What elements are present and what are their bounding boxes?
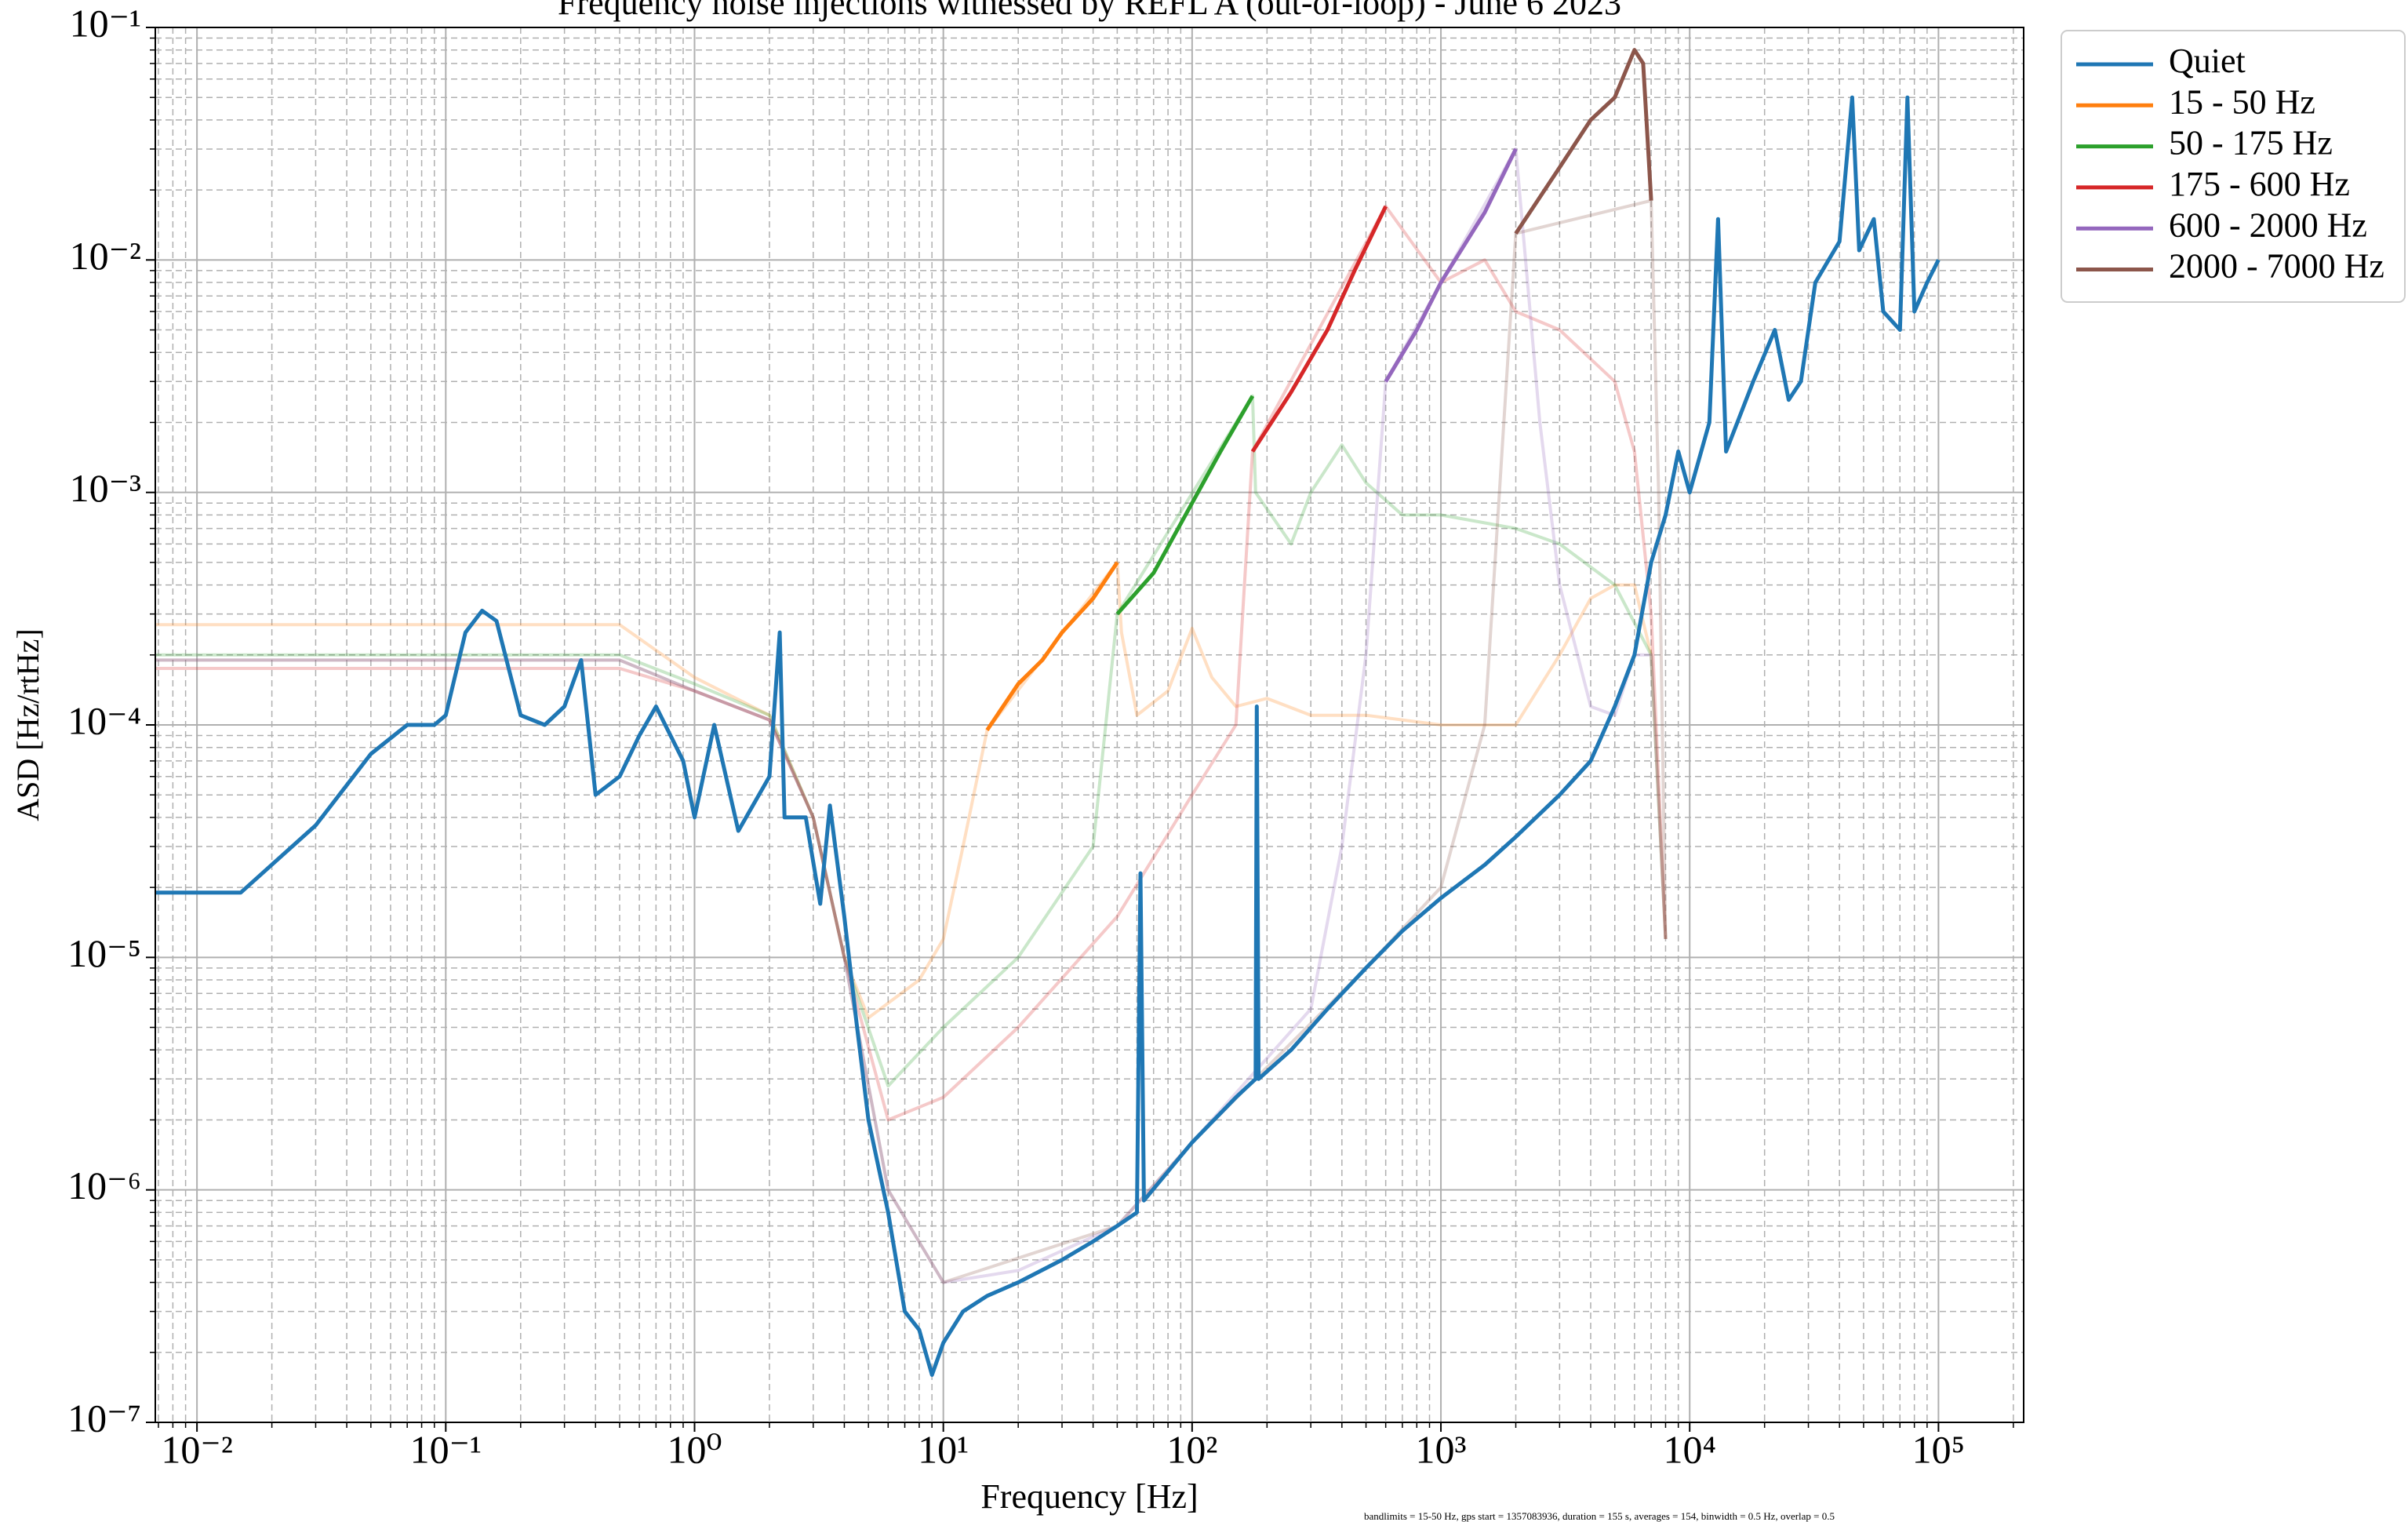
y-tick-label: 10⁻⁴ (67, 698, 141, 742)
x-tick-label: 10⁴ (1663, 1427, 1715, 1471)
y-tick-label: 10⁻² (70, 234, 141, 278)
faint-line (155, 205, 1668, 1122)
series-line (1250, 205, 1388, 453)
series-line (985, 561, 1119, 731)
legend-label: 2000 - 7000 Hz (2169, 247, 2384, 286)
y-axis-label: ASD [Hz/rtHz] (10, 628, 45, 821)
legend-label: 15 - 50 Hz (2169, 82, 2315, 121)
x-axis-label: Frequency [Hz] (980, 1477, 1198, 1516)
ticks: 10⁻² 10⁻¹ 10⁰ 10¹ 10² 10³ 10⁴ 10⁵ 10⁻⁷ 10⁻⁶ 10⁻⁵ 10… (67, 1, 2014, 1471)
y-tick-label: 10⁻⁶ (67, 1163, 141, 1207)
faint-line (155, 394, 1668, 1088)
legend-label: 600 - 2000 Hz (2169, 206, 2367, 244)
chart-title: Frequency noise injections witnessed by … (558, 0, 1621, 22)
y-tick-label: 10⁻⁵ (67, 931, 141, 975)
series-line (155, 95, 1941, 1377)
legend-box (2061, 30, 2406, 303)
legend-label: 50 - 175 Hz (2169, 124, 2333, 162)
series-line (1384, 147, 1518, 383)
y-tick-label: 10⁻¹ (70, 1, 141, 45)
x-tick-label: 10⁰ (667, 1427, 722, 1471)
x-tick-label: 10⁻² (161, 1427, 232, 1471)
faint-line (155, 147, 1668, 1284)
x-tick-label: 10³ (1416, 1427, 1467, 1471)
x-tick-label: 10⁵ (1912, 1427, 1965, 1471)
faint-line (155, 560, 1668, 1020)
series-line (1115, 395, 1255, 616)
y-tick-label: 10⁻³ (70, 466, 141, 510)
plot-lines (155, 48, 1941, 1377)
y-tick-label: 10⁻⁷ (67, 1396, 141, 1440)
note: bandlimits = 15-50 Hz, gps start = 13570… (1364, 1510, 1835, 1522)
series-line (1514, 48, 1653, 235)
x-tick-label: 10⁻¹ (410, 1427, 482, 1471)
x-tick-label: 10¹ (918, 1427, 969, 1471)
legend-label: Quiet (2169, 42, 2246, 80)
grid (155, 27, 2024, 1423)
x-tick-label: 10² (1166, 1427, 1217, 1471)
legend-label: 175 - 600 Hz (2169, 165, 2350, 203)
